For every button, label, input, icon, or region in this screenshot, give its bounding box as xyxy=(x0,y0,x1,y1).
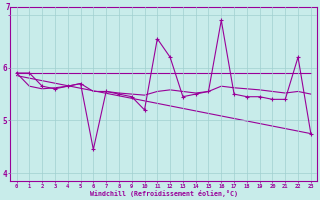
Text: 7: 7 xyxy=(5,3,10,12)
X-axis label: Windchill (Refroidissement éolien,°C): Windchill (Refroidissement éolien,°C) xyxy=(90,190,238,197)
